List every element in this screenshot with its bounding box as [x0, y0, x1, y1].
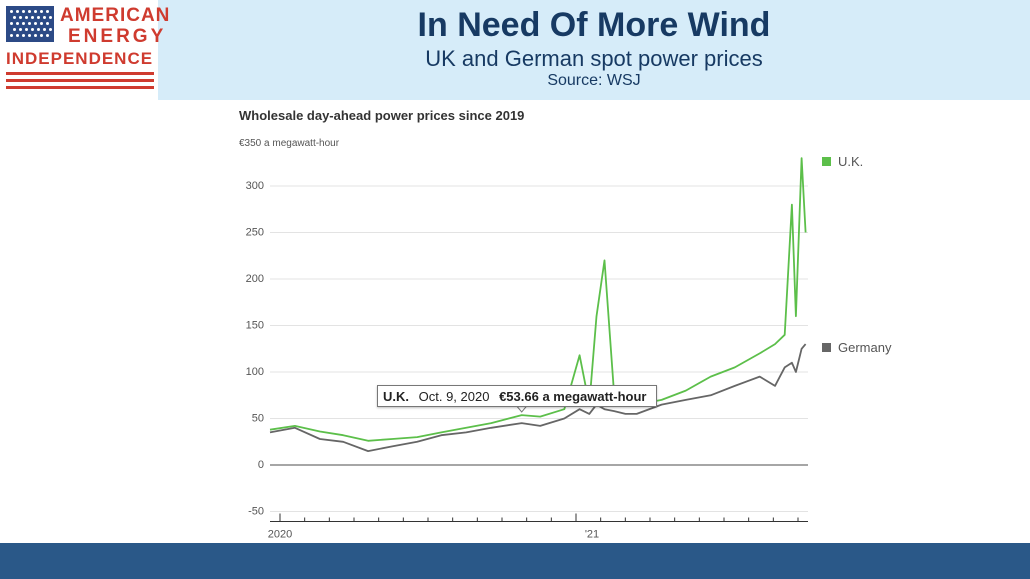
- x-tick-label: '21: [585, 529, 599, 541]
- chart-title: Wholesale day-ahead power prices since 2…: [239, 108, 525, 123]
- tooltip-date: Oct. 9, 2020: [418, 389, 490, 404]
- source-note: Source: WSJ: [547, 72, 641, 89]
- y-tick-label: 50: [252, 413, 264, 425]
- logo-line-2: ENERGY: [68, 26, 167, 47]
- logo-line-1: AMERICAN: [60, 5, 171, 26]
- tooltip-value: €53.66 a megawatt-hour: [499, 389, 647, 404]
- x-tick-label: 2020: [268, 529, 292, 541]
- y-tick-label: 0: [258, 459, 264, 471]
- logo-stripes: [6, 72, 154, 93]
- logo-line-3: INDEPENDENCE: [6, 49, 154, 68]
- tooltip-series: U.K.: [383, 389, 409, 404]
- legend-swatch: [822, 343, 831, 352]
- y-tick-label: 150: [246, 320, 264, 332]
- y-tick-label: 200: [246, 273, 264, 285]
- page-title: In Need Of More Wind: [417, 6, 771, 44]
- chart-panel: [230, 104, 910, 544]
- y-tick-label: 100: [246, 366, 264, 378]
- y-tick-label: 250: [246, 227, 264, 239]
- logo: AMERICAN ENERGY INDEPENDENCE: [6, 6, 169, 98]
- page-subtitle: UK and German spot power prices: [425, 46, 763, 71]
- flag-icon: [6, 6, 54, 42]
- chart-tooltip: U.K. Oct. 9, 2020 €53.66 a megawatt-hour: [377, 385, 657, 407]
- y-tick-label: 300: [246, 180, 264, 192]
- legend-swatch: [822, 157, 831, 166]
- header-band: [158, 0, 1030, 100]
- unit-label: €350 a megawatt-hour: [239, 138, 340, 149]
- y-tick-label: -50: [248, 506, 264, 518]
- legend-label: U.K.: [838, 154, 863, 169]
- legend-label: Germany: [838, 340, 892, 355]
- footer-band: [0, 543, 1030, 579]
